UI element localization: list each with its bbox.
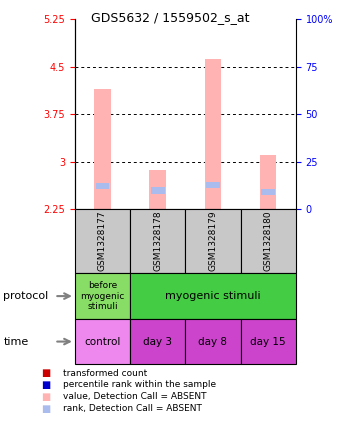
Bar [130, 273, 296, 319]
Text: ■: ■ [41, 404, 50, 414]
Bar [241, 209, 296, 273]
Text: GSM1328177: GSM1328177 [98, 211, 107, 272]
Text: time: time [3, 337, 29, 346]
Bar [206, 182, 220, 189]
Text: control: control [84, 337, 121, 346]
Text: myogenic stimuli: myogenic stimuli [165, 291, 261, 301]
Text: percentile rank within the sample: percentile rank within the sample [63, 380, 216, 390]
Bar [75, 273, 130, 319]
Bar [261, 189, 275, 195]
Bar [241, 319, 296, 364]
Text: rank, Detection Call = ABSENT: rank, Detection Call = ABSENT [63, 404, 202, 413]
Text: GSM1328179: GSM1328179 [208, 211, 217, 272]
Bar [75, 319, 130, 364]
Bar [130, 209, 185, 273]
Text: before
myogenic
stimuli: before myogenic stimuli [80, 281, 125, 311]
Text: ■: ■ [41, 380, 50, 390]
Text: transformed count: transformed count [63, 368, 147, 378]
Bar [185, 319, 241, 364]
Bar [149, 170, 166, 209]
Text: day 8: day 8 [199, 337, 227, 346]
Text: ■: ■ [41, 368, 50, 378]
Text: GDS5632 / 1559502_s_at: GDS5632 / 1559502_s_at [91, 11, 249, 24]
Text: day 15: day 15 [250, 337, 286, 346]
Bar [151, 187, 165, 194]
Text: GSM1328180: GSM1328180 [264, 211, 273, 272]
Text: GSM1328178: GSM1328178 [153, 211, 162, 272]
Bar [185, 209, 241, 273]
Text: ■: ■ [41, 392, 50, 402]
Bar [260, 156, 276, 209]
Bar [96, 183, 109, 189]
Bar [75, 209, 130, 273]
Bar [94, 89, 111, 209]
Bar [130, 319, 185, 364]
Text: protocol: protocol [3, 291, 49, 301]
Text: value, Detection Call = ABSENT: value, Detection Call = ABSENT [63, 392, 206, 401]
Bar [205, 59, 221, 209]
Text: day 3: day 3 [143, 337, 172, 346]
